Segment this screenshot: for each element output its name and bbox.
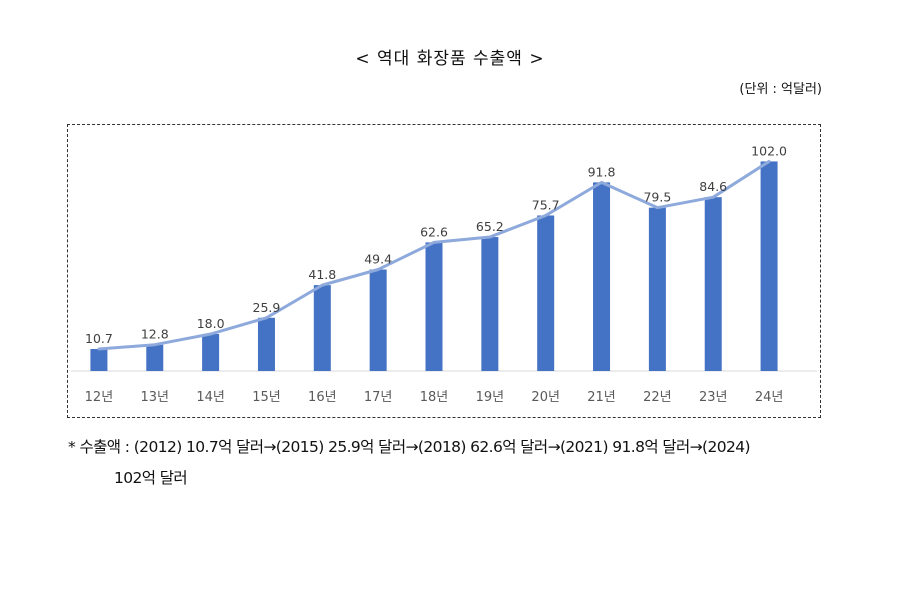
unit-label: (단위 : 억달러)	[739, 82, 822, 97]
data-label: 41.8	[308, 267, 336, 282]
data-label: 49.4	[364, 252, 392, 267]
bar-14년	[202, 334, 220, 371]
footnote-line-1: * 수출액 : (2012) 10.7억 달러→(2015) 25.9억 달러→…	[68, 438, 751, 456]
bar-12년	[90, 349, 108, 371]
bar-21년	[593, 182, 611, 371]
bar-15년	[257, 317, 275, 371]
x-tick-label: 18년	[420, 390, 449, 405]
data-label: 25.9	[253, 300, 281, 315]
data-label: 62.6	[420, 224, 448, 239]
bar-16년	[313, 285, 331, 371]
chart-title: < 역대 화장품 수출액 >	[355, 49, 545, 69]
x-tick-label: 12년	[85, 390, 114, 405]
x-tick-label: 16년	[308, 390, 337, 405]
bar-19년	[481, 237, 499, 371]
x-tick-label: 21년	[587, 390, 616, 405]
trend-line	[97, 159, 771, 351]
x-tick-label: 22년	[643, 390, 672, 405]
data-label: 12.8	[141, 327, 169, 342]
bar-13년	[146, 344, 164, 371]
x-tick-label: 13년	[141, 390, 170, 405]
x-tick-label: 14년	[196, 390, 225, 405]
x-tick-label: 19년	[476, 390, 505, 405]
data-label: 10.7	[85, 331, 113, 346]
data-label: 102.0	[751, 143, 787, 158]
data-label: 79.5	[643, 190, 671, 205]
data-label: 75.7	[532, 197, 560, 212]
bar-23년	[704, 197, 722, 371]
chart-container: 12년 13년 14년 15년 16년 17년 18년 19년 20년 21년 22년 23년 24년 1…	[67, 124, 821, 418]
bar-17년	[369, 269, 387, 371]
x-tick-label: 24년	[755, 390, 784, 405]
x-tick-label: 23년	[699, 390, 728, 405]
footnote-line-2: 102억 달러	[114, 469, 188, 487]
footnote: * 수출액 : (2012) 10.7억 달러→(2015) 25.9억 달러→…	[68, 432, 838, 494]
bar-20년	[537, 215, 555, 371]
data-label: 84.6	[699, 179, 727, 194]
bar-24년	[760, 161, 778, 371]
bar-22년	[648, 207, 666, 371]
data-label: 18.0	[197, 316, 225, 331]
data-label: 91.8	[588, 164, 616, 179]
x-tick-label: 17년	[364, 390, 393, 405]
bar-18년	[425, 242, 443, 371]
data-label: 65.2	[476, 219, 504, 234]
chart-svg: 12년 13년 14년 15년 16년 17년 18년 19년 20년 21년 22년 23년 24년 1…	[71, 143, 817, 405]
x-tick-label: 15년	[252, 390, 281, 405]
x-tick-label: 20년	[531, 390, 560, 405]
